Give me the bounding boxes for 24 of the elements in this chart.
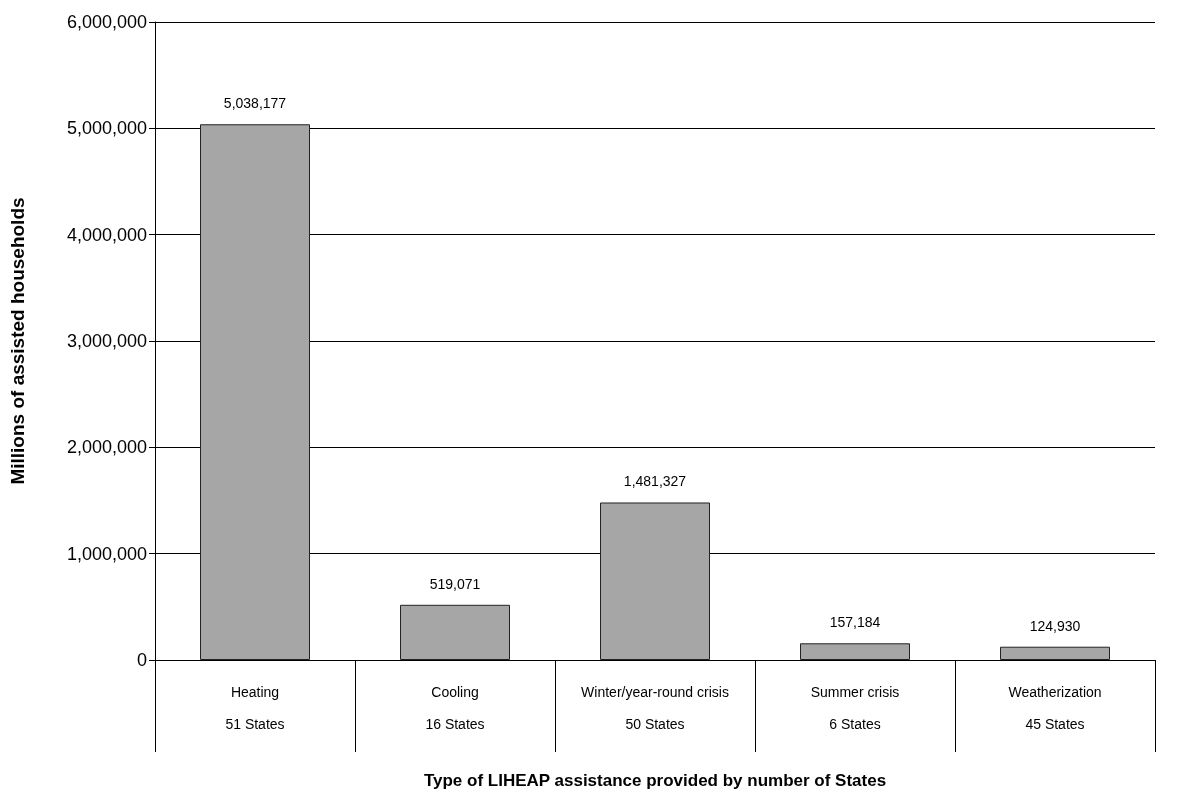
y-tick-label: 5,000,000	[66, 118, 147, 139]
bar	[400, 604, 510, 660]
x-tick-label: Cooling 16 States	[425, 684, 485, 732]
data-label: 519,071	[429, 575, 481, 592]
y-tick-label: 4,000,000	[66, 224, 147, 245]
bar	[800, 643, 910, 660]
y-tick-label: 0	[136, 650, 147, 670]
x-tick-label: Winter/year-round crisis 50 States	[581, 684, 729, 732]
bar	[600, 502, 710, 660]
y-axis-title: Millions of assisted households	[7, 197, 28, 485]
x-tick-label: Summer crisis 6 States	[810, 684, 900, 732]
data-label: 1,481,327	[623, 473, 687, 490]
y-tick-label: 6,000,000	[66, 12, 147, 32]
data-label: 157,184	[829, 614, 881, 631]
y-tick-label: 1,000,000	[66, 543, 147, 564]
y-tick-label: 2,000,000	[66, 437, 147, 458]
data-label: 124,930	[1029, 617, 1081, 634]
x-axis-title: Type of LIHEAP assistance provided by number of States	[423, 771, 887, 790]
x-tick-label: Weatherization 45 States	[1008, 684, 1102, 732]
data-label: 5,038,177	[223, 95, 287, 112]
x-tick-label: Heating 51 States	[225, 684, 285, 732]
bar	[1000, 646, 1110, 660]
bar	[200, 124, 310, 660]
y-tick-label: 3,000,000	[66, 331, 147, 351]
